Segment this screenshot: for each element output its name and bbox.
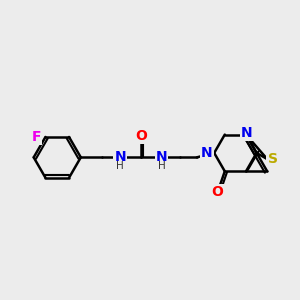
Text: O: O bbox=[212, 185, 224, 199]
Text: N: N bbox=[114, 150, 126, 164]
Text: F: F bbox=[32, 130, 41, 144]
Text: N: N bbox=[201, 146, 213, 160]
Text: N: N bbox=[241, 126, 252, 140]
Text: H: H bbox=[158, 160, 165, 171]
Text: H: H bbox=[116, 160, 124, 171]
Text: N: N bbox=[156, 150, 167, 164]
Text: O: O bbox=[135, 129, 147, 143]
Text: S: S bbox=[268, 152, 278, 166]
